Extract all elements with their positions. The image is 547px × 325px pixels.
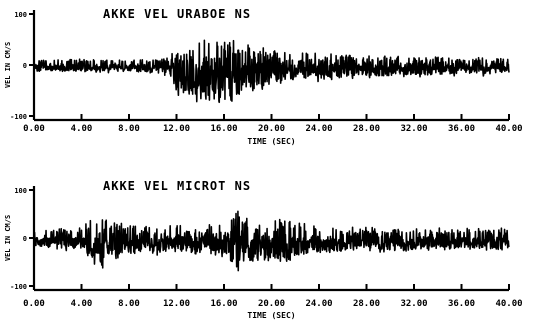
y-tick-label: -100 xyxy=(10,113,27,121)
x-tick-label: 8.00 xyxy=(118,299,140,309)
x-tick-label: 40.00 xyxy=(495,124,522,134)
y-tick-label: 100 xyxy=(14,11,27,19)
x-tick-label: 0.00 xyxy=(23,124,45,134)
x-tick-label: 12.00 xyxy=(163,299,190,309)
x-tick-label: 20.00 xyxy=(258,299,285,309)
x-tick-label: 16.00 xyxy=(210,124,237,134)
x-tick-label: 36.00 xyxy=(448,124,475,134)
x-tick-label: 36.00 xyxy=(448,299,475,309)
waveform-trace xyxy=(33,39,510,104)
x-axis-label: TIME (SEC) xyxy=(247,311,295,320)
waveform-trace xyxy=(33,210,510,272)
x-tick-label: 8.00 xyxy=(118,124,140,134)
x-tick-label: 24.00 xyxy=(305,299,332,309)
x-tick-label: 28.00 xyxy=(353,124,380,134)
y-tick-label: 100 xyxy=(14,187,27,195)
x-tick-label: 20.00 xyxy=(258,124,285,134)
x-tick-label: 28.00 xyxy=(353,299,380,309)
y-axis-label: VEL IN CM/S xyxy=(4,215,12,261)
x-tick-label: 16.00 xyxy=(210,299,237,309)
y-tick-label: 0 xyxy=(23,62,27,70)
y-tick-label: 0 xyxy=(23,235,27,243)
chart-title: AKKE VEL MICROT NS xyxy=(103,179,251,193)
x-tick-label: 40.00 xyxy=(495,299,522,309)
x-tick-label: 24.00 xyxy=(305,124,332,134)
y-tick-label: -100 xyxy=(10,283,27,291)
x-tick-label: 32.00 xyxy=(400,299,427,309)
y-axis-label: VEL IN CM/S xyxy=(4,42,12,88)
chart-title: AKKE VEL URABOE NS xyxy=(103,7,251,21)
x-axis-label: TIME (SEC) xyxy=(247,137,295,146)
x-tick-label: 12.00 xyxy=(163,124,190,134)
x-tick-label: 4.00 xyxy=(71,124,93,134)
x-tick-label: 0.00 xyxy=(23,299,45,309)
x-tick-label: 4.00 xyxy=(71,299,93,309)
x-tick-label: 32.00 xyxy=(400,124,427,134)
